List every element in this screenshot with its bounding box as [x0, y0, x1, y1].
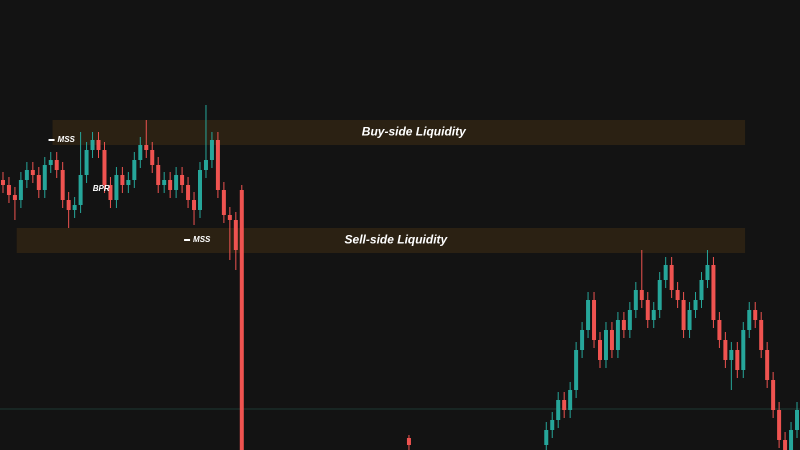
candle-body — [615, 320, 620, 350]
candle-body — [84, 150, 89, 175]
candle-body — [180, 175, 185, 185]
candle-body — [675, 290, 680, 300]
candle-body — [645, 300, 650, 320]
candle-body — [765, 350, 770, 380]
candle-body — [168, 180, 173, 190]
candle-body — [580, 330, 585, 350]
candle-body — [657, 280, 662, 310]
candle-body — [221, 190, 226, 215]
candle-body — [633, 290, 638, 310]
candle-body — [72, 205, 77, 210]
candle-body — [729, 350, 734, 360]
candle-body — [60, 170, 65, 200]
candle-body — [574, 350, 579, 390]
candle-body — [227, 215, 232, 220]
candle-body — [717, 320, 722, 340]
candle-body — [192, 200, 197, 210]
zone-label: Sell-side Liquidity — [345, 233, 449, 247]
candle-body — [681, 300, 686, 330]
candle-body — [687, 310, 692, 330]
liquidity-zone — [16, 228, 746, 253]
candle-body — [215, 140, 220, 190]
candle-body — [156, 165, 161, 185]
candle-body — [663, 265, 668, 280]
candle-body — [96, 140, 101, 150]
candle-body — [669, 265, 674, 290]
candle-body — [562, 400, 567, 410]
candle-body — [233, 220, 238, 250]
candle-body — [48, 160, 53, 165]
candle-body — [586, 300, 591, 330]
candle-body — [12, 195, 17, 200]
candle-body — [144, 145, 149, 150]
candle-body — [132, 160, 137, 180]
candle-body — [735, 350, 740, 370]
candle-body — [138, 145, 143, 160]
candle-body — [150, 150, 155, 165]
candle-body — [36, 175, 41, 190]
candle-body — [795, 410, 800, 430]
candle-body — [592, 300, 597, 340]
candle-body — [120, 175, 125, 185]
candle-body — [18, 180, 23, 200]
candle-body — [711, 265, 716, 320]
candle-body — [556, 400, 561, 420]
candle-body — [747, 310, 752, 330]
candle-body — [621, 320, 626, 330]
marker-label: MSS — [58, 135, 76, 144]
candle-body — [108, 185, 113, 200]
candle-body — [789, 430, 794, 450]
marker-label: MSS — [193, 235, 211, 244]
candle-body — [203, 160, 208, 170]
candle-body — [723, 340, 728, 360]
zone-label: Buy-side Liquidity — [362, 125, 467, 139]
candle-body — [771, 380, 776, 410]
candle-body — [609, 330, 614, 350]
candle-body — [114, 175, 119, 200]
candle-body — [198, 170, 202, 210]
candle-body — [705, 265, 710, 280]
candle-body — [42, 165, 47, 190]
candle-body — [598, 340, 602, 360]
candle-body — [783, 440, 788, 450]
candle-body — [30, 170, 35, 175]
candle-body — [54, 160, 59, 170]
candle-body — [777, 410, 782, 440]
candle-body — [603, 330, 608, 360]
candle-body — [544, 430, 549, 445]
candle-body — [239, 190, 244, 450]
candle-body — [639, 290, 644, 300]
candle-body — [0, 180, 5, 185]
marker-label: BPR — [93, 184, 110, 193]
candle-body — [78, 175, 83, 205]
candle-body — [627, 310, 632, 330]
candle-body — [209, 140, 214, 160]
candle-body — [126, 180, 131, 185]
candle-body — [699, 280, 704, 300]
candle-body — [24, 170, 29, 180]
candle-body — [174, 175, 179, 190]
candle-body — [741, 330, 746, 370]
candle-body — [550, 420, 555, 430]
candle-body — [693, 300, 698, 310]
candle-body — [568, 390, 573, 410]
candle-body — [651, 310, 656, 320]
candle-body — [90, 140, 95, 150]
candle-body — [186, 185, 191, 200]
liquidity-zone — [52, 120, 746, 145]
candle-body — [102, 150, 107, 185]
candle-body — [406, 438, 411, 445]
candle-body — [6, 185, 11, 195]
candle-body — [162, 180, 167, 185]
candle-body — [759, 320, 764, 350]
candle-body — [753, 310, 758, 320]
candle-body — [66, 200, 71, 210]
